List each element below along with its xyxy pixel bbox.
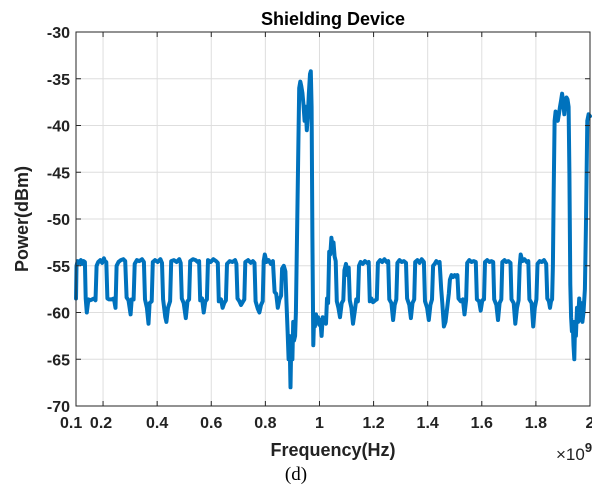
x-multiplier-exponent: 9 (585, 440, 592, 455)
x-tick-label: 0.4 (146, 415, 168, 432)
y-tick-label: -30 (47, 25, 70, 42)
y-tick-label: -50 (47, 212, 70, 229)
x-multiplier-base: ×10 (556, 445, 585, 464)
x-tick-label: 1.6 (471, 415, 493, 432)
x-tick-label: 2 (586, 415, 592, 432)
ticks: 0.1 0.2 0.4 0.6 0.8 1 1.2 1.4 1.6 1.8 2 -30 -35 -40 -4… (47, 25, 592, 432)
y-tick-label: -55 (47, 259, 70, 276)
x-tick-label: 1.2 (362, 415, 384, 432)
x-tick-label: 1.4 (417, 415, 439, 432)
y-tick-label: -65 (47, 352, 70, 369)
y-tick-label: -60 (47, 306, 70, 323)
y-tick-label: -45 (47, 165, 70, 182)
x-tick-label: 0.1 (60, 415, 82, 432)
line-chart: 0.1 0.2 0.4 0.6 0.8 1 1.2 1.4 1.6 1.8 2 -30 -35 -40 -4… (12, 9, 592, 464)
x-tick-label: 0.6 (200, 415, 222, 432)
chart-title: Shielding Device (261, 9, 405, 29)
x-axis-label: Frequency(Hz) (270, 440, 395, 460)
x-tick-label: 0.8 (254, 415, 276, 432)
series-group (74, 69, 592, 390)
x-multiplier: ×109 (556, 440, 592, 464)
x-tick-label: 1.8 (525, 415, 547, 432)
figure-caption: (d) (284, 464, 308, 485)
x-tick-label: 0.2 (90, 415, 112, 432)
y-tick-label: -40 (47, 119, 70, 136)
y-tick-label: -35 (47, 72, 70, 89)
y-axis-label: Power(dBm) (12, 166, 32, 272)
y-tick-label: -70 (47, 399, 70, 416)
series-line (74, 69, 592, 390)
x-tick-label: 1 (315, 415, 324, 432)
